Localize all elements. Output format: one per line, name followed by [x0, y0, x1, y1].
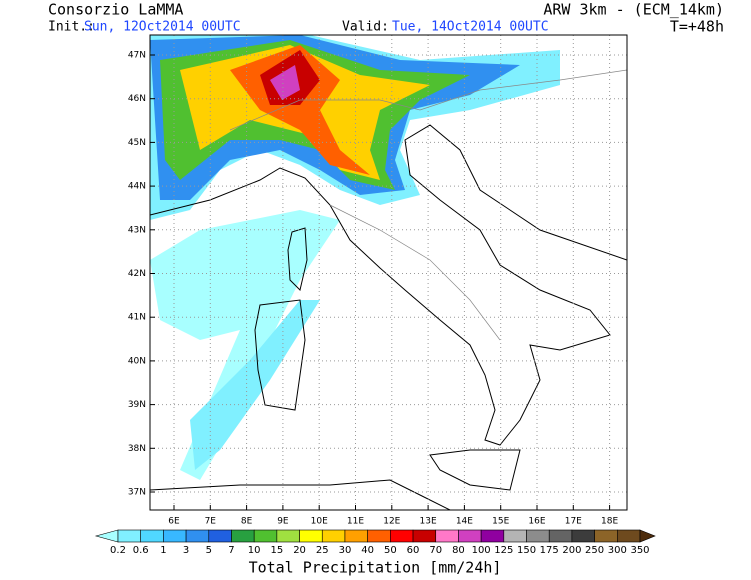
lon-label: 18E	[601, 517, 618, 527]
valid-label: Valid:	[342, 20, 389, 35]
legend-label: 30	[339, 545, 352, 556]
lat-label: 43N	[128, 225, 146, 235]
legend-arrow-high	[639, 529, 656, 543]
legend-swatch	[458, 529, 482, 543]
init-time: Sun, 12Oct2014 00UTC	[84, 20, 241, 35]
lat-label: 44N	[128, 182, 146, 192]
lat-label: 45N	[128, 138, 146, 148]
lat-label: 47N	[128, 51, 146, 61]
legend-swatch	[276, 529, 300, 543]
legend-swatch	[185, 529, 210, 543]
legend-label: 15	[271, 545, 284, 556]
legend-label: 350	[630, 545, 649, 556]
legend-swatch	[253, 529, 278, 543]
legend-swatch	[617, 529, 641, 543]
lon-label: 14E	[456, 517, 473, 527]
legend-swatch	[299, 529, 323, 543]
legend-swatch	[231, 529, 255, 543]
legend-label: 80	[452, 545, 465, 556]
precip-heavy	[270, 65, 300, 100]
init-label: Init.:	[48, 20, 95, 35]
legend-swatch	[435, 529, 459, 543]
legend-label: 7	[228, 545, 234, 556]
lat-label: 39N	[128, 400, 146, 410]
legend-label: 5	[206, 545, 212, 556]
lat-label: 40N	[128, 356, 146, 366]
lat-label: 41N	[128, 313, 146, 323]
legend-swatch	[367, 529, 391, 543]
legend-label: 40	[361, 545, 374, 556]
lat-label: 46N	[128, 94, 146, 104]
legend-label: 1	[160, 545, 166, 556]
legend-swatch	[571, 529, 595, 543]
model: ARW 3km - (ECM_14km)	[543, 1, 724, 19]
legend-label: 0.6	[133, 545, 149, 556]
precip-band	[150, 210, 340, 480]
legend-swatch	[208, 529, 232, 543]
legend-arrow-low	[94, 529, 119, 543]
legend-label: 50	[384, 545, 397, 556]
legend-swatch	[117, 529, 141, 543]
lon-label: 7E	[205, 517, 217, 527]
borders	[229, 69, 627, 341]
legend-swatch	[390, 529, 414, 543]
legend-label: 25	[316, 545, 329, 556]
lead-time: T=+48h	[670, 18, 724, 36]
legend-label: 125	[494, 545, 513, 556]
legend-swatch	[163, 529, 187, 543]
legend-swatch	[526, 529, 550, 543]
coastlines	[150, 124, 627, 510]
lon-label: 13E	[420, 517, 437, 527]
title: Consorzio LaMMA	[48, 1, 183, 19]
lon-label: 11E	[347, 517, 364, 527]
legend-label: 20	[293, 545, 306, 556]
legend-swatch	[140, 529, 164, 543]
legend-label: 70	[429, 545, 442, 556]
precip-band-2	[190, 300, 320, 470]
lat-label: 38N	[128, 444, 146, 454]
legend-label: 0.2	[110, 545, 126, 556]
lon-label: 8E	[241, 517, 253, 527]
legend-label: 250	[585, 545, 604, 556]
legend-label: 200	[562, 545, 581, 556]
lon-label: 12E	[383, 517, 400, 527]
legend-label: 300	[608, 545, 627, 556]
legend-label: 100	[472, 545, 491, 556]
map-frame	[149, 34, 628, 511]
map-area	[150, 35, 627, 510]
lon-label: 6E	[168, 517, 180, 527]
legend-label: 175	[540, 545, 559, 556]
legend-label: 60	[407, 545, 420, 556]
legend-title: Total Precipitation [mm/24h]	[249, 559, 502, 577]
lat-label: 37N	[128, 488, 146, 498]
lon-label: 17E	[565, 517, 582, 527]
legend-label: 3	[183, 545, 189, 556]
legend-swatch	[344, 529, 368, 543]
graticule	[150, 35, 627, 510]
legend-swatch	[321, 529, 346, 543]
legend-swatch	[548, 529, 573, 543]
legend-label: 150	[517, 545, 536, 556]
lat-label: 42N	[128, 269, 146, 279]
lon-label: 9E	[277, 517, 289, 527]
legend-swatch	[594, 529, 618, 543]
legend-swatch	[412, 529, 437, 543]
lon-label: 15E	[492, 517, 509, 527]
legend-swatch	[503, 529, 527, 543]
valid-time: Tue, 14Oct2014 00UTC	[392, 20, 549, 35]
legend-label: 10	[248, 545, 261, 556]
legend-swatch	[480, 529, 505, 543]
lon-label: 16E	[528, 517, 545, 527]
lon-label: 10E	[311, 517, 328, 527]
